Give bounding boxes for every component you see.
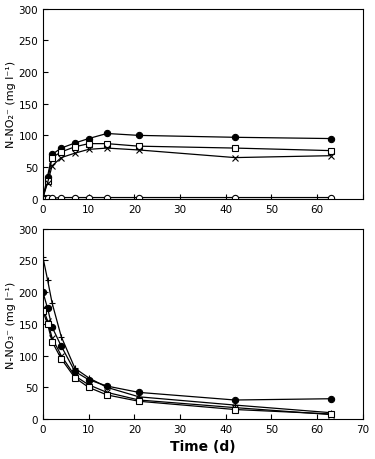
- Y-axis label: N-NO₂⁻ (mg l⁻¹): N-NO₂⁻ (mg l⁻¹): [6, 61, 15, 148]
- X-axis label: Time (d): Time (d): [170, 439, 236, 453]
- Y-axis label: N-NO₃⁻ (mg l⁻¹): N-NO₃⁻ (mg l⁻¹): [6, 280, 15, 368]
